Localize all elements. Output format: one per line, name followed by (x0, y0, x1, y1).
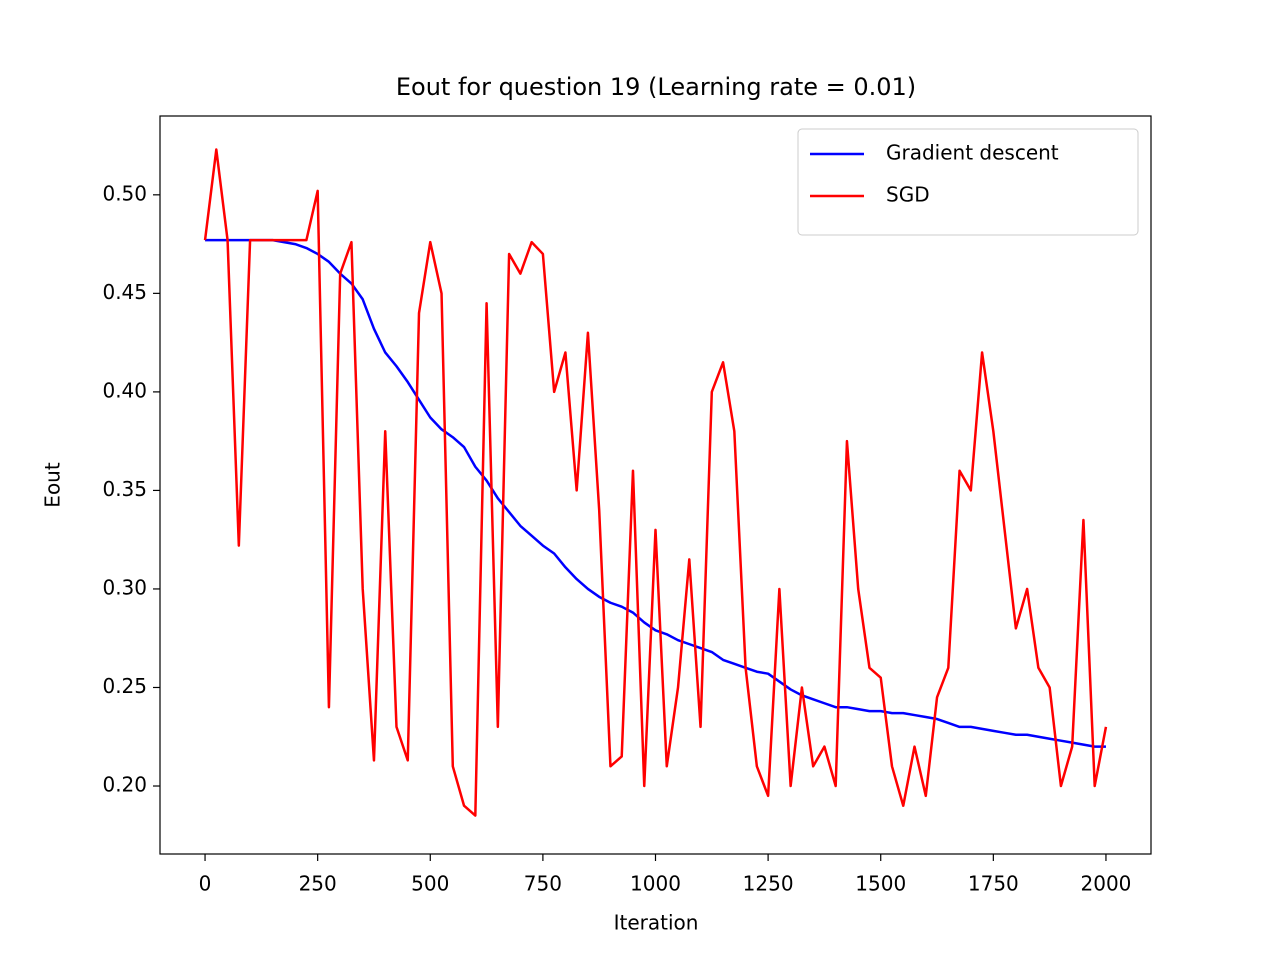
x-tick-label: 1500 (855, 872, 906, 896)
y-tick-label: 0.25 (102, 674, 147, 698)
x-tick-label: 1750 (968, 872, 1019, 896)
series-line (203, 148, 1108, 817)
y-tick-label: 0.35 (102, 477, 147, 501)
chart-title: Eout for question 19 (Learning rate = 0.… (396, 73, 916, 101)
x-tick-label: 2000 (1081, 872, 1132, 896)
legend-label: SGD (886, 183, 930, 207)
y-tick-label: 0.30 (102, 575, 147, 599)
y-tick-label: 0.20 (102, 773, 147, 797)
y-axis-label: Eout (41, 462, 65, 508)
legend-box (797, 128, 1139, 236)
legend-label: Gradient descent (886, 141, 1059, 165)
y-tick-label: 0.40 (102, 378, 147, 402)
plot-frame (159, 115, 1152, 855)
x-tick-label: 750 (524, 872, 562, 896)
x-axis-label: Iteration (614, 911, 699, 935)
y-tick-label: 0.50 (102, 181, 147, 205)
x-tick-label: 1000 (630, 872, 681, 896)
x-tick-label: 250 (299, 872, 337, 896)
x-tick-label: 0 (199, 872, 212, 896)
x-tick-label: 500 (411, 872, 449, 896)
series-line (205, 238, 1106, 748)
x-tick-label: 1250 (743, 872, 794, 896)
y-tick-label: 0.45 (102, 280, 147, 304)
